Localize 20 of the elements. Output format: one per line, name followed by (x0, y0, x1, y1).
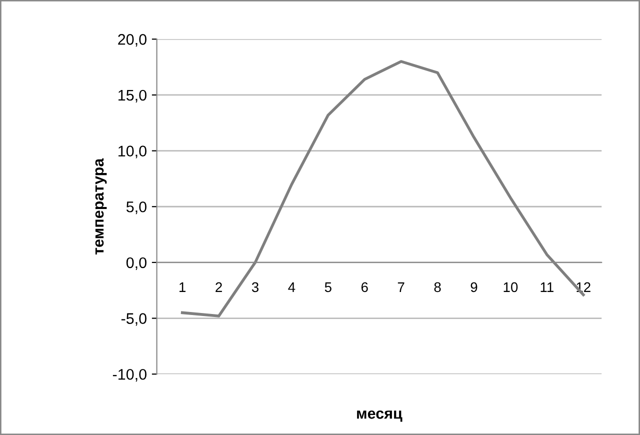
y-tick-label: 15,0 (118, 90, 146, 102)
x-tick-label: 6 (361, 282, 368, 292)
y-tick-label: -10,0 (112, 368, 146, 382)
x-axis-title: месяц (357, 410, 402, 422)
x-tick-label: 8 (434, 282, 441, 292)
x-tick-label: 10 (504, 282, 518, 292)
x-tick-label: 4 (288, 282, 296, 292)
y-axis-title: температура (95, 158, 107, 254)
x-tick-label: 1 (180, 282, 186, 292)
x-tick-label: 5 (324, 282, 332, 292)
y-tick-label: 0,0 (126, 257, 146, 270)
y-tick-label: 20,0 (118, 34, 146, 47)
x-tick-label: 9 (470, 282, 478, 292)
y-tick-label: 5,0 (126, 201, 146, 214)
x-tick-label: 2 (216, 282, 222, 292)
y-tick-label: 10,0 (118, 146, 146, 158)
y-tick-label: -5,0 (121, 313, 146, 326)
x-tick-label: 3 (252, 282, 258, 292)
x-tick-label: 7 (398, 282, 404, 292)
x-tick-label: 11 (540, 282, 554, 292)
